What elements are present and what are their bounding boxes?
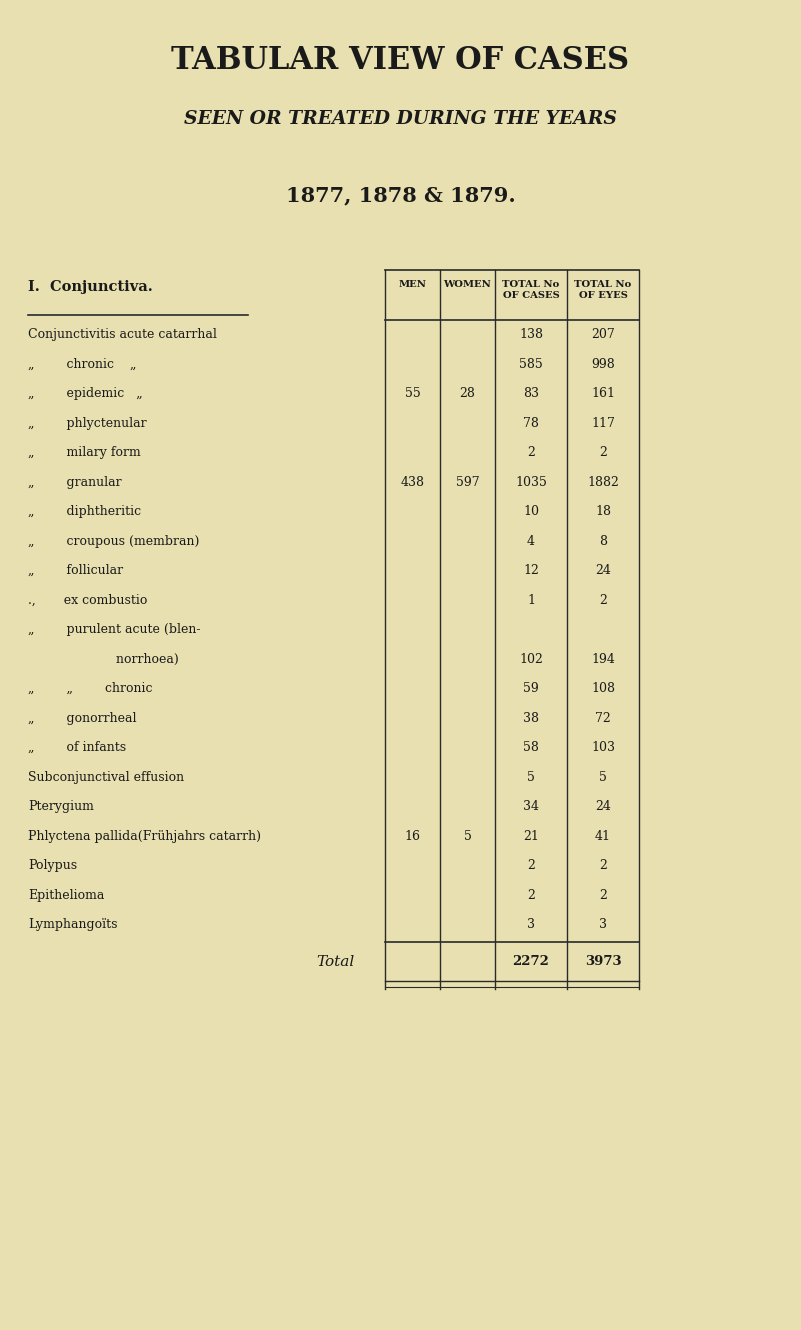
Text: norrhoea): norrhoea) bbox=[28, 653, 179, 666]
Text: 24: 24 bbox=[595, 801, 611, 813]
Text: 78: 78 bbox=[523, 416, 539, 430]
Text: 5: 5 bbox=[464, 830, 472, 843]
Text: „        epidemic   „: „ epidemic „ bbox=[28, 387, 143, 400]
Text: Total: Total bbox=[316, 955, 354, 968]
Text: 194: 194 bbox=[591, 653, 615, 666]
Text: „        phlyctenular: „ phlyctenular bbox=[28, 416, 147, 430]
Text: 207: 207 bbox=[591, 329, 615, 342]
Text: 5: 5 bbox=[599, 771, 607, 783]
Text: 3: 3 bbox=[527, 918, 535, 931]
Text: 16: 16 bbox=[405, 830, 421, 843]
Text: „        croupous (membran): „ croupous (membran) bbox=[28, 535, 199, 548]
Text: 5: 5 bbox=[527, 771, 535, 783]
Text: 138: 138 bbox=[519, 329, 543, 342]
Text: „        „        chronic: „ „ chronic bbox=[28, 682, 152, 696]
Text: TOTAL No
OF CASES: TOTAL No OF CASES bbox=[502, 281, 560, 301]
Text: 2272: 2272 bbox=[513, 955, 549, 968]
Text: 1877, 1878 & 1879.: 1877, 1878 & 1879. bbox=[286, 185, 515, 205]
Text: 4: 4 bbox=[527, 535, 535, 548]
Text: 8: 8 bbox=[599, 535, 607, 548]
Text: TABULAR VIEW OF CASES: TABULAR VIEW OF CASES bbox=[171, 45, 630, 76]
Text: „        diphtheritic: „ diphtheritic bbox=[28, 505, 141, 519]
Text: 34: 34 bbox=[523, 801, 539, 813]
Text: 117: 117 bbox=[591, 416, 615, 430]
Text: Conjunctivitis acute catarrhal: Conjunctivitis acute catarrhal bbox=[28, 329, 217, 342]
Text: 3973: 3973 bbox=[585, 955, 622, 968]
Text: 18: 18 bbox=[595, 505, 611, 519]
Text: 585: 585 bbox=[519, 358, 543, 371]
Text: Lymphangoïts: Lymphangoïts bbox=[28, 918, 118, 931]
Text: Epithelioma: Epithelioma bbox=[28, 888, 104, 902]
Text: „        milary form: „ milary form bbox=[28, 447, 141, 459]
Text: .,       ex combustio: ., ex combustio bbox=[28, 593, 147, 606]
Text: 41: 41 bbox=[595, 830, 611, 843]
Text: „        chronic    „: „ chronic „ bbox=[28, 358, 136, 371]
Text: 2: 2 bbox=[527, 447, 535, 459]
Text: Polypus: Polypus bbox=[28, 859, 77, 872]
Text: I.  Conjunctiva.: I. Conjunctiva. bbox=[28, 281, 153, 294]
Text: 10: 10 bbox=[523, 505, 539, 519]
Text: MEN: MEN bbox=[399, 281, 426, 289]
Text: 2: 2 bbox=[599, 888, 607, 902]
Text: 55: 55 bbox=[405, 387, 421, 400]
Text: 597: 597 bbox=[456, 476, 479, 488]
Text: „        gonorrheal: „ gonorrheal bbox=[28, 712, 136, 725]
Text: 102: 102 bbox=[519, 653, 543, 666]
Text: 108: 108 bbox=[591, 682, 615, 696]
Text: 2: 2 bbox=[599, 593, 607, 606]
Text: „        granular: „ granular bbox=[28, 476, 122, 488]
Text: Subconjunctival effusion: Subconjunctival effusion bbox=[28, 771, 184, 783]
Text: 28: 28 bbox=[460, 387, 476, 400]
Text: 438: 438 bbox=[400, 476, 425, 488]
Text: 2: 2 bbox=[599, 859, 607, 872]
Text: „        purulent acute (blen-: „ purulent acute (blen- bbox=[28, 624, 200, 636]
Text: 58: 58 bbox=[523, 741, 539, 754]
Text: 161: 161 bbox=[591, 387, 615, 400]
Text: 1882: 1882 bbox=[587, 476, 619, 488]
Text: 103: 103 bbox=[591, 741, 615, 754]
Text: SEEN OR TREATED DURING THE YEARS: SEEN OR TREATED DURING THE YEARS bbox=[184, 110, 617, 128]
Text: 72: 72 bbox=[595, 712, 611, 725]
Text: Pterygium: Pterygium bbox=[28, 801, 94, 813]
Text: 2: 2 bbox=[599, 447, 607, 459]
Text: „        of infants: „ of infants bbox=[28, 741, 126, 754]
Text: TOTAL No
OF EYES: TOTAL No OF EYES bbox=[574, 281, 632, 301]
Text: 1: 1 bbox=[527, 593, 535, 606]
Text: 2: 2 bbox=[527, 888, 535, 902]
Text: 38: 38 bbox=[523, 712, 539, 725]
Text: „        follicular: „ follicular bbox=[28, 564, 123, 577]
Text: 12: 12 bbox=[523, 564, 539, 577]
Text: 1035: 1035 bbox=[515, 476, 547, 488]
Text: 3: 3 bbox=[599, 918, 607, 931]
Text: 59: 59 bbox=[523, 682, 539, 696]
Text: 83: 83 bbox=[523, 387, 539, 400]
Text: WOMEN: WOMEN bbox=[444, 281, 492, 289]
Text: 2: 2 bbox=[527, 859, 535, 872]
Text: Phlyctena pallida(Frühjahrs catarrh): Phlyctena pallida(Frühjahrs catarrh) bbox=[28, 830, 261, 843]
Text: 998: 998 bbox=[591, 358, 615, 371]
Text: 21: 21 bbox=[523, 830, 539, 843]
Text: 24: 24 bbox=[595, 564, 611, 577]
